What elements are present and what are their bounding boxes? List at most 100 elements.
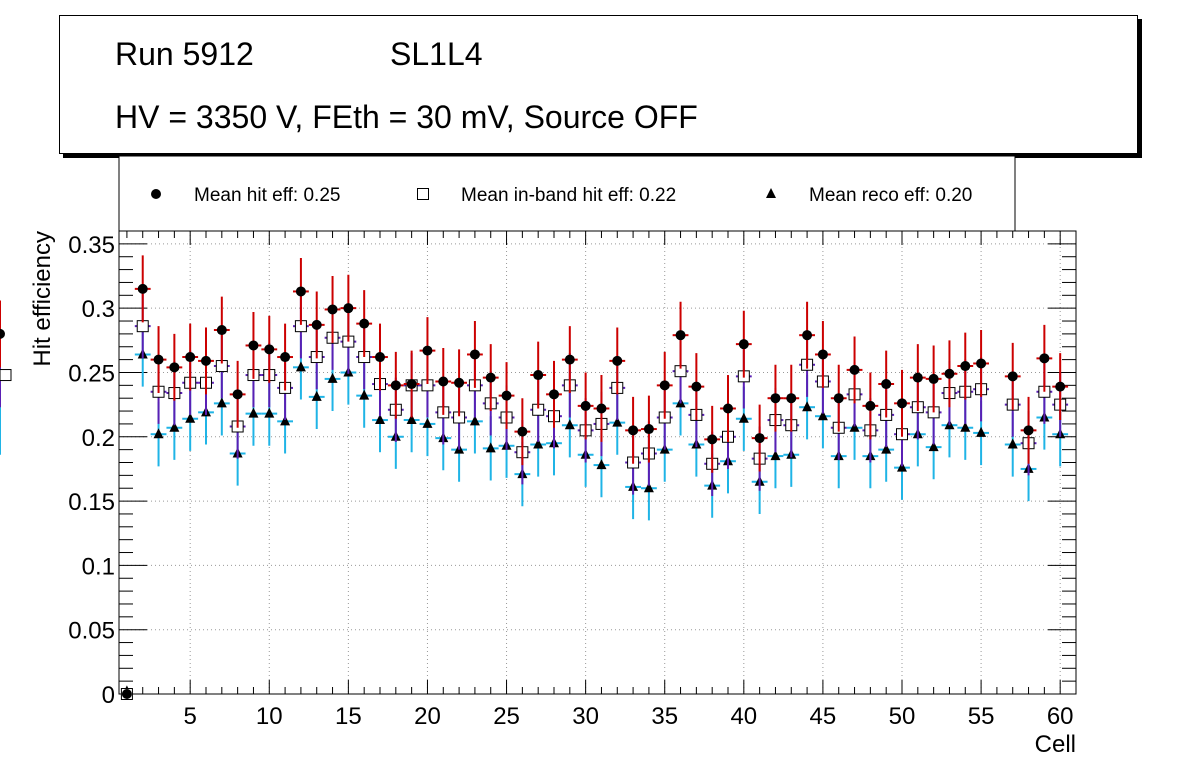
- marker-circle: [976, 358, 987, 369]
- marker-triangle: [564, 419, 575, 430]
- data-point: [150, 326, 167, 394]
- marker-triangle: [976, 426, 987, 437]
- data-point: [609, 327, 626, 395]
- marker-triangle: [928, 441, 939, 452]
- data-point: [1004, 342, 1021, 410]
- marker-triangle: [422, 417, 433, 428]
- marker-circle: [469, 349, 480, 360]
- data-point: [925, 345, 942, 413]
- marker-circle: [311, 319, 322, 330]
- data-point: [245, 312, 262, 379]
- marker-triangle: [770, 450, 781, 461]
- marker-circle: [549, 389, 559, 400]
- marker-circle: [849, 364, 860, 375]
- marker-circle: [723, 403, 733, 414]
- marker-triangle: [802, 401, 813, 412]
- marker-circle: [786, 393, 797, 404]
- y-axis-label: Hit efficiency: [29, 231, 56, 367]
- marker-circle: [438, 376, 449, 387]
- data-point: [783, 364, 800, 432]
- marker-circle: [770, 393, 781, 404]
- marker-triangle: [406, 414, 417, 425]
- data-point: [530, 341, 547, 409]
- marker-triangle: [960, 421, 971, 432]
- marker-circle: [1023, 425, 1034, 436]
- x-tick-label: 45: [810, 703, 837, 730]
- x-axis-label: Cell: [1035, 731, 1076, 758]
- marker-circle: [185, 352, 196, 363]
- x-tick-label: 15: [335, 703, 362, 730]
- marker-circle: [960, 361, 971, 372]
- marker-circle: [121, 689, 132, 699]
- marker-triangle: [169, 421, 180, 432]
- data-point: [229, 360, 246, 428]
- data-point: [672, 301, 689, 369]
- marker-triangle: [264, 407, 275, 418]
- y-tick-label: 0.15: [68, 489, 115, 516]
- data-point: [482, 344, 499, 412]
- data-point: [561, 326, 578, 394]
- marker-circle: [485, 372, 496, 383]
- marker-triangle: [295, 361, 306, 372]
- data-point: [625, 396, 641, 464]
- marker-triangle: [359, 389, 370, 400]
- marker-circle: [343, 303, 354, 314]
- marker-circle: [406, 379, 417, 390]
- series-triangle: [0, 322, 1069, 696]
- data-point: [308, 291, 325, 359]
- data-point: [435, 348, 452, 415]
- marker-circle: [580, 400, 591, 411]
- marker-open-square: [417, 188, 429, 200]
- y-tick-label: 0: [102, 682, 115, 709]
- data-point: [688, 353, 705, 421]
- marker-triangle: [738, 412, 749, 423]
- marker-triangle: [596, 459, 607, 470]
- data-point: [957, 332, 974, 400]
- x-tick-label: 20: [414, 703, 441, 730]
- marker-circle: [201, 355, 211, 366]
- data-point: [909, 344, 926, 412]
- x-tick-label: 60: [1047, 703, 1074, 730]
- plot-frame: [118, 230, 1077, 695]
- legend-label: Mean hit eff: 0.25: [194, 185, 340, 206]
- title-box: Run 5912 SL1L4 HV = 3350 V, FEth = 30 mV…: [59, 15, 1138, 154]
- y-tick-label: 0.3: [82, 296, 115, 323]
- marker-triangle: [897, 461, 907, 472]
- marker-circle: [596, 403, 607, 414]
- marker-circle: [628, 425, 639, 436]
- data-point: [894, 369, 910, 437]
- data-point: [134, 255, 151, 323]
- data-point: [198, 327, 214, 395]
- marker-circle: [817, 349, 828, 360]
- data-point: [182, 323, 199, 391]
- y-tick-label: 0.25: [68, 360, 115, 387]
- data-point: [498, 362, 515, 430]
- x-tick-label: 5: [184, 703, 197, 730]
- marker-circle: [691, 381, 702, 392]
- data-point: [704, 405, 721, 473]
- data-point: [735, 310, 752, 378]
- marker-circle: [659, 380, 670, 391]
- conditions-label: HV = 3350 V, FEth = 30 mV, Source OFF: [115, 99, 698, 135]
- data-point: [767, 364, 784, 432]
- data-point: [372, 323, 388, 391]
- marker-circle: [833, 393, 844, 404]
- series-open-square: [0, 294, 1069, 700]
- data-point: [815, 321, 831, 388]
- data-point: [862, 372, 879, 440]
- marker-triangle: [216, 397, 227, 408]
- marker-circle: [643, 424, 654, 435]
- marker-circle: [564, 354, 575, 365]
- legend-box: [118, 155, 1016, 232]
- marker-circle: [533, 370, 544, 381]
- data-point: [419, 317, 436, 385]
- legend-label: Mean in-band hit eff: 0.22: [461, 185, 676, 206]
- data-point: [846, 336, 863, 404]
- marker-circle: [151, 189, 161, 199]
- data-point: [514, 398, 531, 466]
- marker-circle: [295, 286, 306, 297]
- marker-triangle: [881, 443, 892, 454]
- x-tick-label: 50: [889, 703, 916, 730]
- marker-circle: [454, 377, 465, 388]
